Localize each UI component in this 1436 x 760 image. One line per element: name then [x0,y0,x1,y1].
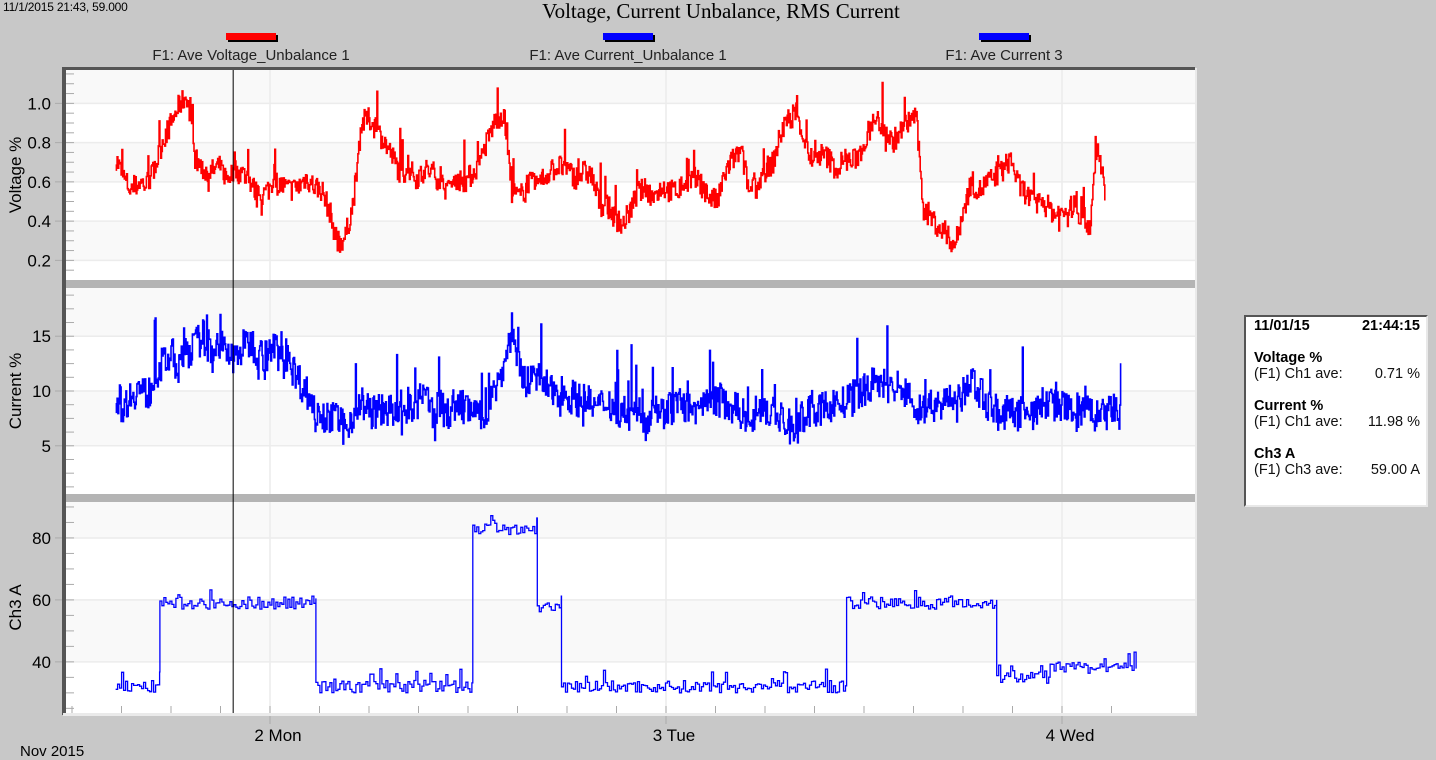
x-tick-label: 3 Tue [653,726,696,745]
info-timestamp: 11/01/15 21:44:15 [1254,318,1426,334]
info-section-title: Ch3 A [1254,446,1296,462]
bottom-border [63,713,1197,716]
series-line-current-unbalance [115,312,1122,445]
legend-label: F1: Ave Current 3 [945,47,1063,64]
info-section-voltage: Voltage % (F1) Ch1 ave: 0.71 % [1254,350,1426,382]
y-tick-label: 5 [42,437,51,456]
chart-title: Voltage, Current Unbalance, RMS Current [542,0,900,23]
y-tick-label: 0.8 [27,134,51,153]
x-axis-month-label: Nov 2015 [20,743,85,760]
grid-band [66,221,1195,261]
info-channel-label: (F1) Ch1 ave: [1254,366,1343,382]
y-tick-label: 0.6 [27,173,51,192]
y-tick-label: 0.2 [27,251,51,270]
info-section-ch3: Ch3 A (F1) Ch3 ave: 59.00 A [1254,446,1426,478]
y-tick-label: 0.4 [27,212,51,231]
info-date: 11/01/15 [1254,318,1310,334]
legend-item-voltage-unbalance[interactable]: F1: Ave Voltage_Unbalance 1 [111,33,391,64]
top-border [62,67,1195,70]
info-value: 0.71 % [1374,366,1420,382]
grid-band [66,70,1195,104]
panel-separator [63,280,1195,288]
y-tick-label: 1.0 [27,94,51,113]
series-line-voltage-unbalance [115,81,1106,253]
grid-band [66,599,1195,662]
info-section-current: Current % (F1) Ch1 ave: 11.98 % [1254,398,1426,430]
series-line-current-3 [115,515,1137,694]
info-value: 11.98 % [1367,414,1420,430]
info-value: 59.00 A [1370,462,1420,478]
y-axis-label: Voltage % [6,137,25,214]
panel-separator [63,494,1195,502]
y-axis-label: Ch3 A [6,584,25,631]
legend-item-current-unbalance[interactable]: F1: Ave Current_Unbalance 1 [488,33,768,64]
legend-swatch-red [226,33,276,40]
y-tick-label: 60 [32,591,51,610]
legend-item-current-3[interactable]: F1: Ave Current 3 [864,33,1144,64]
y-tick-label: 10 [32,382,51,401]
legend-swatch-blue [979,33,1029,40]
grid-band [66,288,1195,337]
info-section-title: Current % [1254,398,1324,414]
y-axis-bar [62,68,66,715]
y-axis-label: Current % [6,353,25,430]
grid-band [66,502,1195,538]
y-tick-label: 80 [32,529,51,548]
x-tick-label: 4 Wed [1046,726,1095,745]
legend-label: F1: Ave Current_Unbalance 1 [529,47,727,64]
legend-swatch-blue [603,33,653,40]
info-time: 21:44:15 [1361,318,1420,334]
info-channel-label: (F1) Ch3 ave: [1254,462,1343,478]
right-border [1195,68,1197,715]
x-tick-label: 2 Mon [254,726,301,745]
legend-label: F1: Ave Voltage_Unbalance 1 [152,47,350,64]
y-tick-label: 15 [32,327,51,346]
info-channel-label: (F1) Ch1 ave: [1254,414,1343,430]
cursor-info-box: 11/01/15 21:44:15 Voltage % (F1) Ch1 ave… [1244,315,1428,507]
info-section-title: Voltage % [1254,350,1323,366]
y-tick-label: 40 [32,653,51,672]
cursor-readout: 11/1/2015 21:43, 59.000 [3,0,128,14]
